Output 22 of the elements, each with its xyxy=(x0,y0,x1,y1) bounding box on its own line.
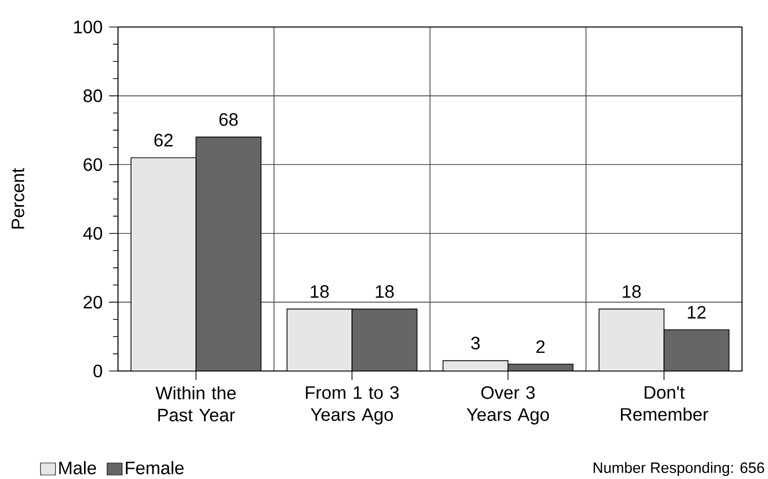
data-label: 3 xyxy=(471,336,480,350)
legend-label: Female xyxy=(126,461,184,474)
data-label: 62 xyxy=(154,134,173,147)
data-label: 18 xyxy=(376,285,394,298)
x-tick-label: From 1 to 3 Years Ago xyxy=(306,386,399,424)
y-tick-label: 80 xyxy=(84,89,102,102)
data-label: 68 xyxy=(219,113,238,126)
data-label: 2 xyxy=(536,340,545,353)
data-label: 12 xyxy=(688,306,706,319)
y-axis-title: Percent xyxy=(12,168,24,229)
x-tick-label: Within the Past Year xyxy=(156,386,236,422)
legend-label: Male xyxy=(59,461,96,474)
y-tick-label: 0 xyxy=(93,364,102,378)
x-tick-label: Don't Remember xyxy=(620,386,708,421)
y-tick-label: 100 xyxy=(74,20,102,34)
x-tick-label: Over 3 Years Ago xyxy=(466,386,549,424)
data-label: 18 xyxy=(622,285,641,298)
data-label: 18 xyxy=(310,285,329,298)
y-tick-label: 20 xyxy=(84,296,102,309)
y-tick-label: 60 xyxy=(84,158,102,171)
text: Number Responding: 656 xyxy=(594,462,764,476)
y-tick-label: 40 xyxy=(83,227,102,240)
